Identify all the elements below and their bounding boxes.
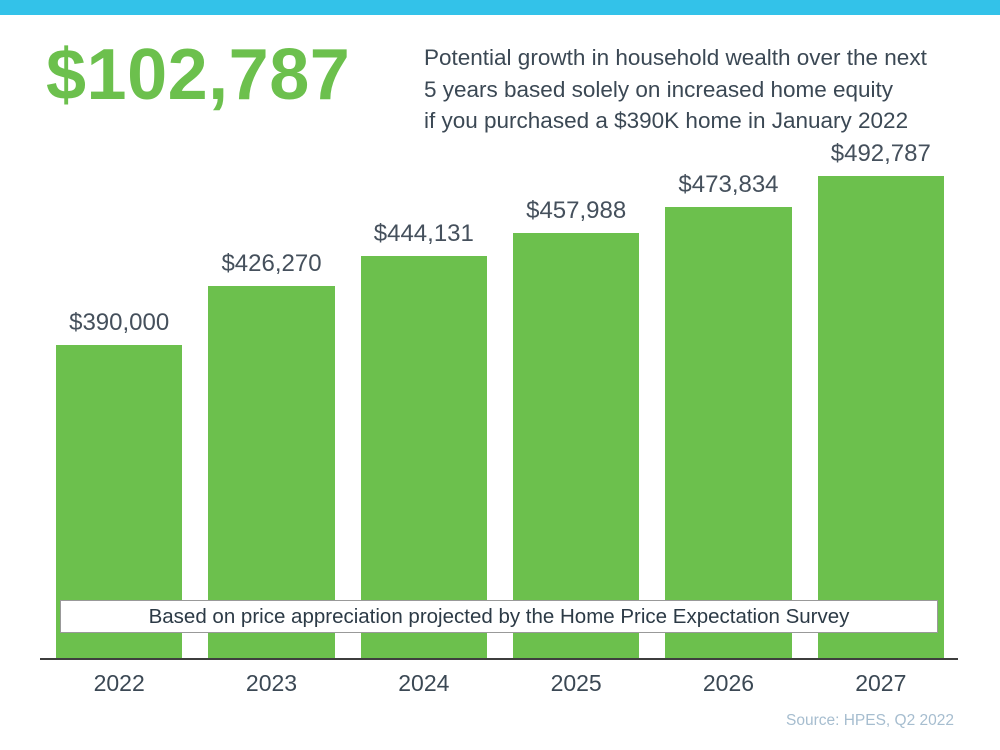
headline-amount: $102,787 — [46, 35, 351, 115]
bar-value-label: $444,131 — [373, 220, 474, 247]
x-axis-label: 2022 — [93, 670, 145, 696]
description-line-3: if you purchased a $390K home in January… — [424, 108, 909, 133]
description-line-1: Potential growth in household wealth ove… — [424, 45, 927, 70]
x-axis-label: 2026 — [702, 670, 755, 696]
x-axis-label: 2025 — [550, 670, 602, 696]
bar-value-label: $390,000 — [69, 309, 170, 336]
x-axis-label: 2023 — [245, 670, 298, 696]
bar-value-label: $426,270 — [221, 250, 322, 277]
bar — [817, 176, 944, 659]
bars-row: $390,000 $426,270 $444,131 $457,988 $473,834… — [56, 140, 944, 659]
bar — [208, 286, 335, 659]
x-axis-line — [40, 658, 958, 660]
bar-group: $444,131 — [360, 220, 487, 659]
bar-value-label: $492,787 — [830, 140, 931, 167]
x-axis-labels: 2022 2023 2024 2025 2026 2027 — [56, 670, 944, 697]
x-axis-label: 2027 — [855, 670, 907, 696]
bar — [512, 233, 640, 659]
annotation-banner: Based on price appreciation projected by… — [60, 600, 938, 633]
bar-group: $426,270 — [208, 250, 335, 659]
top-accent-bar — [0, 0, 1000, 15]
source-attribution: Source: HPES, Q2 2022 — [785, 712, 954, 729]
bar-value-label: $457,988 — [526, 197, 627, 224]
annotation-banner-text: Based on price appreciation projected by… — [148, 604, 850, 628]
headline-description: Potential growth in household wealth ove… — [424, 42, 927, 137]
bar-group: $473,834 — [665, 171, 792, 659]
bar — [665, 207, 792, 659]
bar-group: $492,787 — [817, 140, 944, 659]
bar-value-label: $473,834 — [678, 171, 779, 198]
description-line-2: 5 years based solely on increased home e… — [424, 76, 894, 102]
bar-chart: $390,000 $426,270 $444,131 $457,988 $473,834… — [56, 140, 944, 659]
bar — [360, 256, 487, 659]
x-axis-label: 2024 — [398, 670, 450, 696]
bar-group: $457,988 — [512, 197, 640, 659]
